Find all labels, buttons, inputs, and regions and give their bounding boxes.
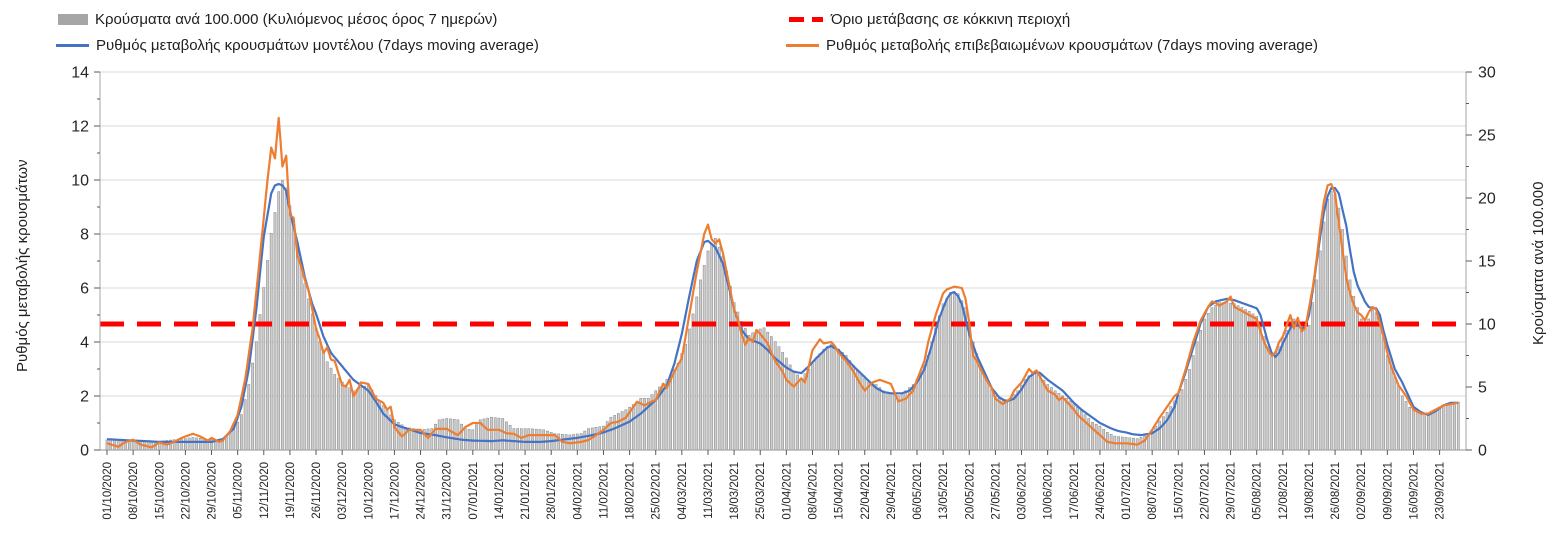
svg-text:20/05/2021: 20/05/2021 — [964, 462, 976, 520]
svg-text:5: 5 — [1478, 380, 1487, 397]
svg-text:26/08/2021: 26/08/2021 — [1330, 462, 1342, 520]
svg-text:15/10/2020: 15/10/2020 — [154, 462, 166, 520]
model-line-swatch — [56, 44, 89, 47]
legend-label-model-line: Ρυθμός μεταβολής κρουσμάτων μοντέλου (7d… — [96, 37, 539, 54]
svg-text:18/03/2021: 18/03/2021 — [729, 462, 741, 520]
svg-text:11/02/2021: 11/02/2021 — [598, 462, 610, 519]
svg-text:8: 8 — [80, 227, 89, 244]
confirmed-line-swatch — [786, 44, 819, 47]
svg-text:15/04/2021: 15/04/2021 — [834, 462, 846, 520]
svg-text:22/07/2021: 22/07/2021 — [1199, 462, 1211, 520]
svg-text:25/02/2021: 25/02/2021 — [651, 462, 663, 520]
svg-text:22/04/2021: 22/04/2021 — [860, 462, 872, 520]
svg-text:10/12/2020: 10/12/2020 — [363, 462, 375, 520]
svg-text:08/04/2021: 08/04/2021 — [807, 462, 819, 520]
svg-text:6: 6 — [80, 281, 89, 298]
svg-text:14/01/2021: 14/01/2021 — [494, 462, 506, 520]
legend-label-cases-bar: Κρούσματα ανά 100.000 (Κυλιόμενος μέσος … — [95, 11, 498, 28]
svg-text:15: 15 — [1478, 254, 1496, 271]
svg-text:18/02/2021: 18/02/2021 — [625, 462, 637, 520]
svg-text:11/03/2021: 11/03/2021 — [703, 462, 715, 519]
svg-text:19/11/2020: 19/11/2020 — [285, 462, 297, 519]
svg-text:29/04/2021: 29/04/2021 — [886, 462, 898, 520]
svg-text:05/11/2020: 05/11/2020 — [233, 462, 245, 519]
svg-text:04/03/2021: 04/03/2021 — [677, 462, 689, 520]
svg-text:30: 30 — [1478, 65, 1496, 82]
svg-text:16/09/2021: 16/09/2021 — [1408, 462, 1420, 520]
svg-text:27/05/2021: 27/05/2021 — [990, 462, 1002, 520]
cases-bars — [105, 180, 1460, 451]
cases-bar-swatch — [58, 14, 88, 25]
svg-text:0: 0 — [1478, 443, 1487, 460]
svg-text:06/05/2021: 06/05/2021 — [912, 462, 924, 520]
svg-text:0: 0 — [80, 443, 89, 460]
svg-text:17/12/2020: 17/12/2020 — [389, 462, 401, 520]
svg-text:25: 25 — [1478, 128, 1496, 145]
svg-text:10: 10 — [1478, 317, 1496, 334]
svg-text:22/10/2020: 22/10/2020 — [180, 462, 192, 520]
legend-item-confirmed-line: Ρυθμός μεταβολής επιβεβαιωμένων κρουσμάτ… — [786, 38, 1318, 53]
legend-label-threshold: Όριο μετάβασης σε κόκκινη περιοχή — [831, 11, 1071, 28]
svg-text:02/09/2021: 02/09/2021 — [1356, 462, 1368, 520]
svg-text:24/06/2021: 24/06/2021 — [1095, 462, 1107, 520]
svg-text:01/04/2021: 01/04/2021 — [781, 462, 793, 520]
svg-text:24/12/2020: 24/12/2020 — [416, 462, 428, 520]
legend-label-confirmed-line: Ρυθμός μεταβολής επιβεβαιωμένων κρουσμάτ… — [826, 37, 1318, 54]
legend-item-threshold: Όριο μετάβασης σε κόκκινη περιοχή — [788, 12, 1070, 27]
model-line — [106, 183, 1459, 443]
svg-text:01/07/2021: 01/07/2021 — [1121, 462, 1133, 520]
svg-text:07/01/2021: 07/01/2021 — [468, 462, 480, 520]
x-axis-labels: 01/10/2020 08/10/2020 15/10/2020 22/10/2020… — [102, 450, 1447, 520]
svg-text:04/02/2021: 04/02/2021 — [572, 462, 584, 520]
confirmed-line — [106, 116, 1459, 449]
svg-text:15/07/2021: 15/07/2021 — [1173, 462, 1185, 520]
svg-text:19/08/2021: 19/08/2021 — [1304, 462, 1316, 520]
svg-text:21/01/2021: 21/01/2021 — [520, 462, 532, 520]
svg-text:20: 20 — [1478, 191, 1496, 208]
svg-text:31/12/2020: 31/12/2020 — [442, 462, 454, 520]
threshold-dash-swatch — [789, 17, 823, 22]
svg-text:08/10/2020: 08/10/2020 — [128, 462, 140, 520]
svg-text:23/09/2021: 23/09/2021 — [1435, 462, 1447, 520]
svg-text:12: 12 — [71, 119, 89, 136]
svg-text:25/03/2021: 25/03/2021 — [755, 462, 767, 520]
legend-item-cases-bar: Κρούσματα ανά 100.000 (Κυλιόμενος μέσος … — [58, 12, 497, 27]
svg-text:08/07/2021: 08/07/2021 — [1147, 462, 1159, 520]
svg-text:17/06/2021: 17/06/2021 — [1069, 462, 1081, 520]
svg-text:10/06/2021: 10/06/2021 — [1043, 462, 1055, 520]
svg-text:2: 2 — [80, 389, 89, 406]
legend-item-model-line: Ρυθμός μεταβολής κρουσμάτων μοντέλου (7d… — [56, 38, 539, 53]
svg-text:26/11/2020: 26/11/2020 — [311, 462, 323, 519]
svg-text:05/08/2021: 05/08/2021 — [1252, 462, 1264, 520]
svg-text:12/08/2021: 12/08/2021 — [1278, 462, 1290, 520]
svg-text:29/07/2021: 29/07/2021 — [1226, 462, 1238, 520]
svg-text:13/05/2021: 13/05/2021 — [938, 462, 950, 520]
svg-text:28/01/2021: 28/01/2021 — [546, 462, 558, 520]
svg-text:01/10/2020: 01/10/2020 — [102, 462, 114, 520]
svg-text:12/11/2020: 12/11/2020 — [259, 462, 271, 519]
svg-text:4: 4 — [80, 335, 89, 352]
svg-text:14: 14 — [71, 65, 89, 82]
svg-text:10: 10 — [71, 173, 89, 190]
axes: 0 2 4 6 8 10 12 14 0 5 10 15 20 25 30 — [71, 65, 1496, 460]
svg-text:29/10/2020: 29/10/2020 — [207, 462, 219, 520]
svg-text:03/12/2020: 03/12/2020 — [337, 462, 349, 520]
svg-text:09/09/2021: 09/09/2021 — [1382, 462, 1394, 520]
svg-text:03/06/2021: 03/06/2021 — [1017, 462, 1029, 520]
